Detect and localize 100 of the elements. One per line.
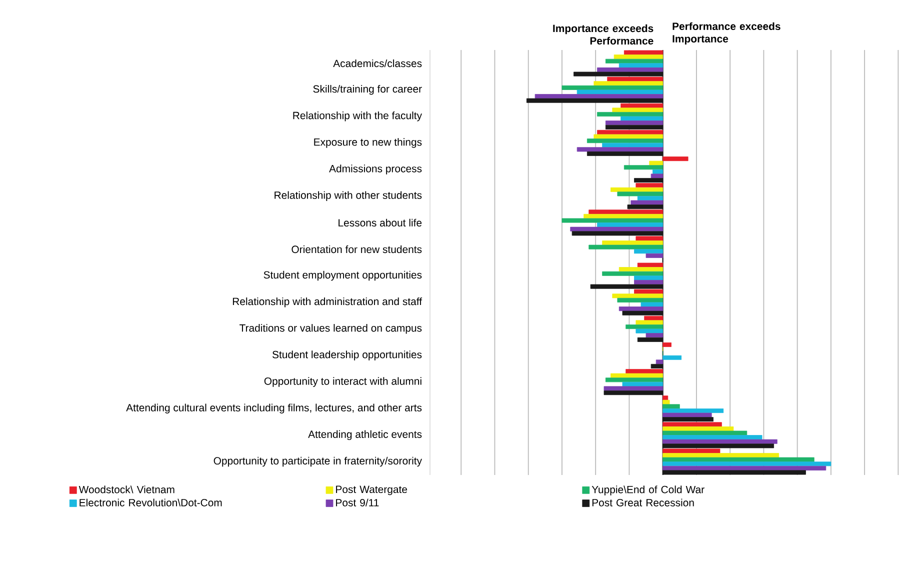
bar bbox=[662, 466, 826, 470]
bar bbox=[662, 400, 670, 404]
legend-label: Post Great Recession bbox=[592, 498, 694, 506]
bar bbox=[604, 386, 664, 391]
bar bbox=[590, 284, 664, 289]
bar bbox=[605, 378, 664, 382]
bar bbox=[646, 253, 664, 258]
legend-label: Electronic Revolution\Dot-Com bbox=[80, 498, 222, 506]
bar bbox=[620, 116, 664, 121]
text: Performance exceeds Importance bbox=[672, 22, 780, 45]
bar bbox=[605, 124, 664, 130]
bar bbox=[637, 262, 664, 268]
bar bbox=[612, 108, 664, 112]
bar bbox=[636, 328, 664, 334]
y-tick-label: Attending athletic events bbox=[308, 430, 422, 440]
bar bbox=[662, 408, 724, 413]
bar bbox=[624, 50, 664, 55]
bar bbox=[627, 204, 664, 210]
bar bbox=[526, 98, 664, 103]
y-tick-label: Student leadership opportunities bbox=[272, 350, 422, 360]
legend-label: Woodstock\ Vietnam bbox=[78, 486, 174, 494]
bar bbox=[570, 226, 664, 232]
y-tick-label: Orientation for new students bbox=[292, 245, 422, 254]
bar bbox=[662, 430, 748, 436]
bar bbox=[662, 412, 712, 418]
bar bbox=[662, 355, 682, 360]
legend-label: Post Watergate bbox=[336, 486, 408, 496]
bar bbox=[610, 373, 664, 378]
bar bbox=[586, 151, 664, 156]
y-tick-label: Academics/classes bbox=[333, 59, 422, 68]
bar bbox=[594, 134, 664, 139]
bar bbox=[636, 236, 664, 241]
bar bbox=[649, 160, 664, 166]
bar bbox=[618, 306, 664, 312]
bar bbox=[630, 200, 664, 205]
bar bbox=[634, 276, 664, 280]
y-tick-label: Student employment opportunities bbox=[264, 270, 422, 281]
bar bbox=[612, 294, 664, 298]
bar bbox=[622, 310, 664, 316]
bar bbox=[662, 156, 688, 162]
bar bbox=[636, 183, 664, 188]
bar bbox=[662, 396, 668, 400]
bar bbox=[605, 120, 664, 126]
bar bbox=[618, 63, 664, 68]
bar bbox=[605, 58, 664, 64]
bar bbox=[594, 81, 664, 86]
bar bbox=[562, 218, 664, 223]
bar bbox=[610, 187, 664, 192]
bar bbox=[607, 76, 664, 82]
bar bbox=[634, 289, 664, 294]
bar bbox=[646, 333, 664, 338]
bar bbox=[574, 72, 664, 76]
y-tick-label: Traditions or values learned on campus bbox=[240, 324, 422, 334]
bar bbox=[622, 382, 664, 386]
bar bbox=[602, 271, 664, 276]
bar bbox=[634, 249, 664, 254]
bar bbox=[618, 267, 664, 272]
bar bbox=[636, 320, 664, 325]
bar bbox=[576, 90, 664, 94]
bar bbox=[662, 470, 806, 475]
bar bbox=[644, 316, 664, 320]
bar bbox=[662, 444, 774, 448]
bar bbox=[662, 426, 734, 431]
bar bbox=[640, 302, 664, 307]
bar bbox=[662, 422, 722, 427]
bar bbox=[617, 298, 664, 302]
bar bbox=[637, 337, 664, 342]
bar bbox=[662, 342, 672, 347]
bar bbox=[586, 138, 664, 144]
bar bbox=[614, 54, 664, 60]
bar bbox=[662, 448, 720, 454]
y-tick-label: Relationship with administration and staff bbox=[232, 297, 422, 308]
y-tick-label: Lessons about life bbox=[338, 218, 422, 227]
bar bbox=[662, 404, 680, 409]
bar bbox=[572, 231, 664, 236]
bar bbox=[562, 85, 664, 90]
bar bbox=[624, 165, 664, 170]
y-tick-label: Opportunity to interact with alumni bbox=[264, 377, 422, 387]
bar bbox=[576, 147, 664, 152]
y-tick-label: Admissions process bbox=[329, 164, 422, 174]
bar bbox=[597, 112, 664, 117]
bar bbox=[662, 417, 714, 422]
y-tick-label: Attending cultural events including films, lectures, and other arts bbox=[126, 404, 422, 414]
bar bbox=[634, 178, 664, 183]
bar bbox=[650, 174, 664, 178]
legend-label: Post 9/11 bbox=[336, 498, 379, 506]
bar bbox=[650, 364, 664, 368]
y-tick-label: Skills/training for career bbox=[313, 84, 422, 95]
y-tick-label: Opportunity to participate in fraternity/sorority bbox=[214, 456, 422, 467]
y-tick-label: Exposure to new things bbox=[314, 138, 422, 148]
bar bbox=[617, 192, 664, 196]
bar bbox=[588, 210, 664, 214]
bar bbox=[588, 244, 664, 250]
text: Importance exceeds Performance bbox=[553, 24, 654, 45]
bar bbox=[662, 439, 778, 444]
y-tick-label: Relationship with other students bbox=[274, 191, 422, 201]
bar bbox=[626, 324, 664, 330]
legend-label: Yuppie\End of Cold War bbox=[592, 486, 704, 496]
bar bbox=[656, 360, 664, 364]
y-tick-label: Relationship with the faculty bbox=[293, 112, 422, 122]
